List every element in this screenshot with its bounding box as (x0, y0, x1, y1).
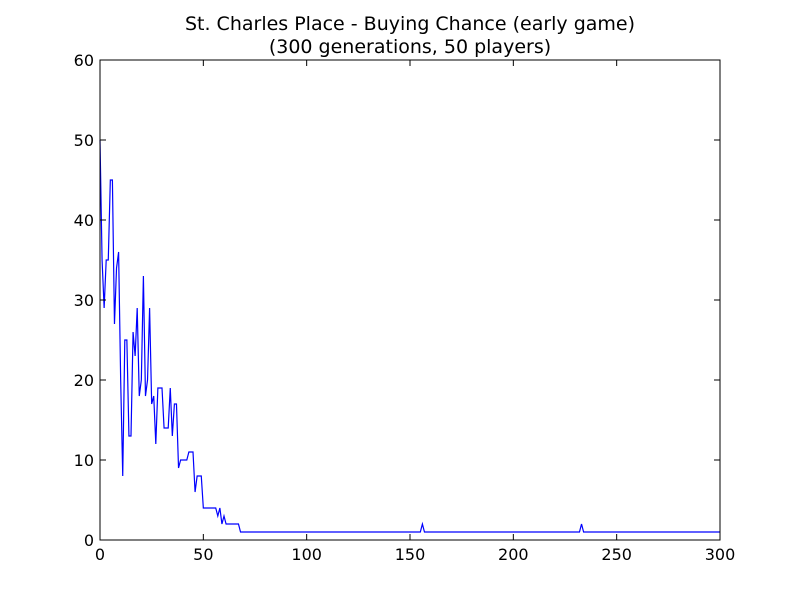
x-tick-label: 150 (395, 545, 426, 564)
x-tick-label: 0 (95, 545, 105, 564)
x-tick-label: 250 (601, 545, 632, 564)
x-tick-label: 100 (291, 545, 322, 564)
y-tick-label: 60 (74, 51, 94, 70)
x-tick-label: 200 (498, 545, 529, 564)
chart-title: St. Charles Place - Buying Chance (early… (185, 13, 635, 35)
y-tick-label: 20 (74, 371, 94, 390)
series-line-0 (99, 139, 720, 533)
x-tick-label: 300 (705, 545, 736, 564)
y-tick-label: 40 (74, 211, 94, 230)
y-tick-label: 30 (74, 291, 94, 310)
plot-area (99, 139, 720, 533)
y-tick-label: 50 (74, 131, 94, 150)
x-tick-label: 50 (193, 545, 213, 564)
y-tick-label: 0 (84, 531, 94, 550)
chart-subtitle: (300 generations, 50 players) (269, 36, 551, 58)
axes-frame (99, 59, 721, 541)
y-tick-label: 10 (74, 451, 94, 470)
axis-ticks: 0 50 100 150 200 250 300 0 10 20 30 40 50 60 (74, 51, 736, 564)
